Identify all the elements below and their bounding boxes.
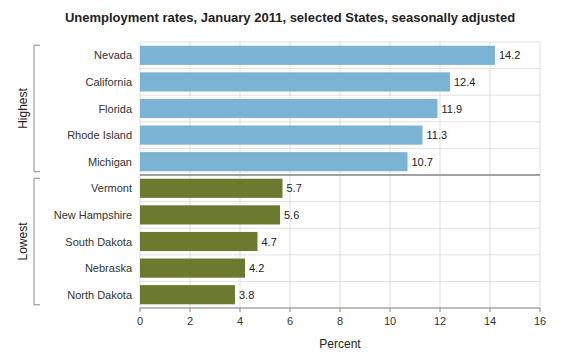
x-tick [440, 308, 441, 312]
group-label: Lowest [16, 222, 30, 261]
row-separator [140, 95, 540, 96]
bar [140, 46, 495, 65]
data-label: 4.7 [262, 236, 277, 248]
group-separator [140, 174, 540, 175]
data-label: 4.2 [249, 262, 264, 274]
data-label: 3.8 [239, 289, 254, 301]
x-tick-label: 12 [434, 315, 446, 327]
x-tick [540, 308, 541, 312]
bar [140, 259, 245, 278]
bar [140, 232, 258, 251]
chart: Unemployment rates, January 2011, select… [0, 0, 580, 360]
x-tick-label: 10 [384, 315, 396, 327]
row-separator [140, 121, 540, 122]
group-label: Highest [16, 87, 30, 128]
bars [140, 46, 495, 305]
x-tick-label: 2 [187, 315, 193, 327]
bar [140, 179, 283, 198]
x-tick-label: 8 [337, 315, 343, 327]
separators [140, 42, 540, 308]
category-label: North Dakota [67, 289, 133, 301]
category-label: Michigan [88, 156, 132, 168]
category-label: New Hampshire [54, 209, 132, 221]
x-tick [140, 308, 141, 312]
row-separator [140, 175, 540, 176]
data-label: 10.7 [412, 156, 433, 168]
bar [140, 99, 438, 118]
x-tick [390, 308, 391, 312]
bar [140, 72, 450, 91]
category-label: Vermont [91, 182, 132, 194]
group-bracket [34, 178, 40, 305]
category-label: Nevada [94, 49, 133, 61]
category-label: Florida [98, 103, 133, 115]
x-tick [340, 308, 341, 312]
category-label: California [86, 76, 133, 88]
x-axis-label: Percent [319, 337, 361, 351]
title: Unemployment rates, January 2011, select… [65, 10, 515, 25]
x-tick-label: 16 [534, 315, 546, 327]
x-tick [190, 308, 191, 312]
data-label: 5.6 [284, 209, 299, 221]
category-label: South Dakota [65, 236, 133, 248]
group-bracket [34, 45, 40, 172]
bar [140, 126, 423, 145]
category-label: Nebraska [85, 262, 133, 274]
data-label: 14.2 [499, 49, 520, 61]
x-tick [240, 308, 241, 312]
data-label: 11.9 [442, 103, 463, 115]
row-separator [140, 68, 540, 69]
row-separator [140, 281, 540, 282]
data-label: 5.7 [287, 182, 302, 194]
data-label: 11.3 [427, 129, 448, 141]
bar [140, 152, 408, 171]
row-separator [140, 228, 540, 229]
x-tick-label: 4 [237, 315, 243, 327]
x-tick-label: 6 [287, 315, 293, 327]
bar [140, 285, 235, 304]
x-tick [490, 308, 491, 312]
row-separator [140, 201, 540, 202]
bar [140, 205, 280, 224]
grid [140, 42, 540, 308]
x-tick-label: 0 [137, 315, 143, 327]
category-label: Rhode Island [67, 129, 132, 141]
row-separator [140, 42, 540, 43]
x-tick-label: 14 [484, 315, 496, 327]
x-tick [290, 308, 291, 312]
row-separator [140, 254, 540, 255]
data-label: 12.4 [454, 76, 475, 88]
row-separator [140, 148, 540, 149]
